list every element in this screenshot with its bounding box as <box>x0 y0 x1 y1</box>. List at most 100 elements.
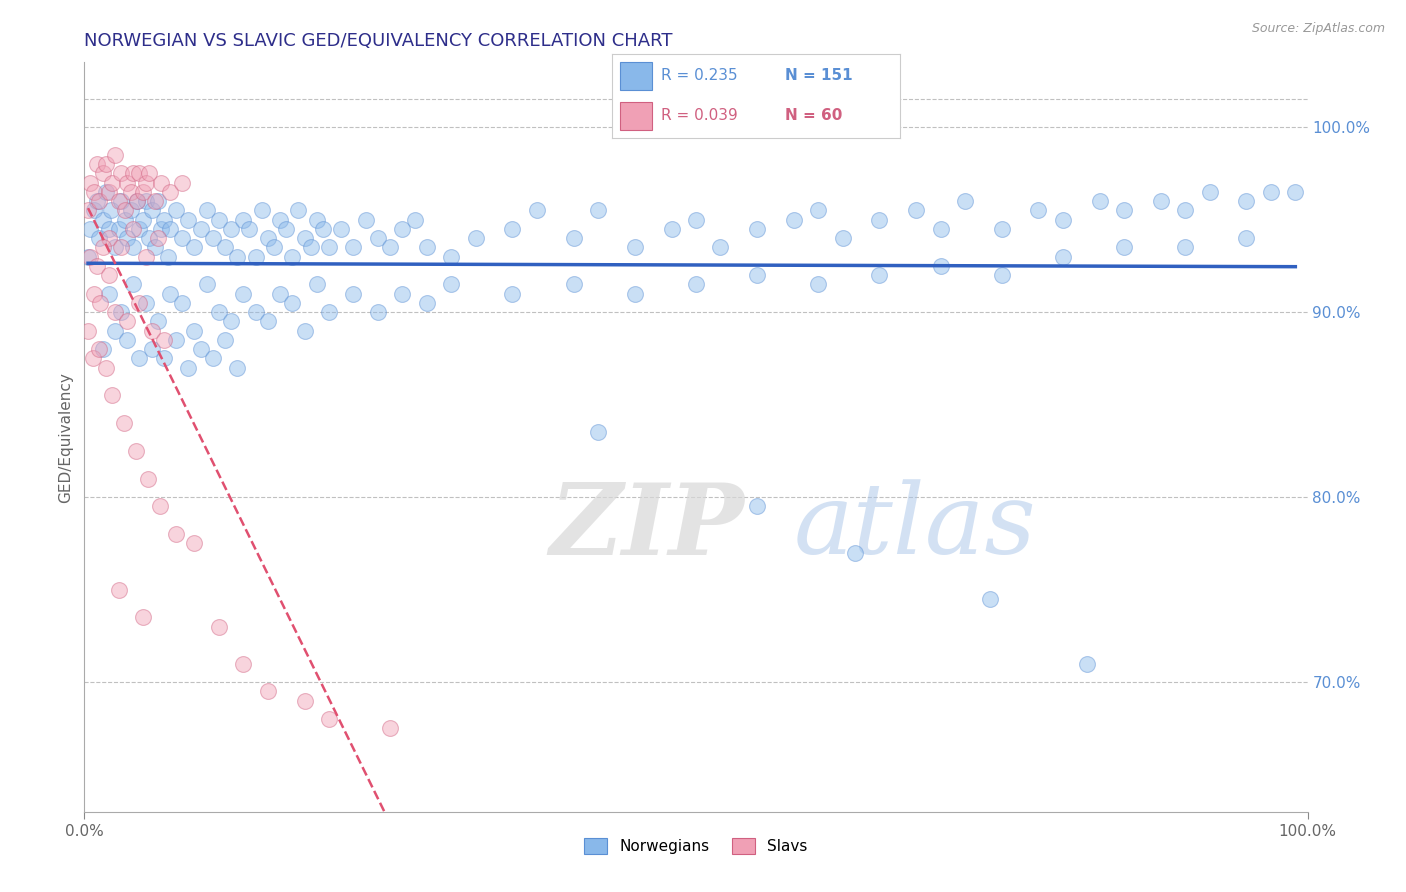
Point <box>263 240 285 254</box>
Point <box>287 203 309 218</box>
Text: ZIP: ZIP <box>550 479 744 575</box>
Point <box>929 222 952 236</box>
Point <box>89 296 111 310</box>
Point <box>747 500 769 514</box>
Point <box>354 212 377 227</box>
Point <box>172 296 194 310</box>
Point <box>104 240 127 254</box>
Point <box>330 222 353 236</box>
Text: N = 151: N = 151 <box>785 68 852 83</box>
Point <box>1174 240 1197 254</box>
Point <box>138 166 160 180</box>
Point <box>125 194 148 209</box>
Point <box>416 240 439 254</box>
Point <box>132 185 155 199</box>
Point <box>226 250 249 264</box>
Point <box>114 203 136 218</box>
Point <box>214 240 236 254</box>
Point <box>156 250 179 264</box>
Point <box>104 324 127 338</box>
Point <box>367 305 389 319</box>
Point <box>141 203 163 218</box>
Point <box>953 194 976 209</box>
Point <box>562 277 585 292</box>
Point <box>1260 185 1282 199</box>
Point <box>1236 231 1258 245</box>
Point <box>150 176 173 190</box>
Point <box>526 203 548 218</box>
Point <box>132 610 155 624</box>
Point <box>97 268 120 283</box>
Point <box>245 250 267 264</box>
Point <box>232 657 254 671</box>
Point <box>183 536 205 550</box>
Text: NORWEGIAN VS SLAVIC GED/EQUIVALENCY CORRELATION CHART: NORWEGIAN VS SLAVIC GED/EQUIVALENCY CORR… <box>84 32 673 50</box>
Point <box>143 194 166 209</box>
Point <box>79 176 101 190</box>
Point <box>1174 203 1197 218</box>
Point <box>219 314 242 328</box>
Point <box>114 212 136 227</box>
Point <box>153 212 176 227</box>
Point <box>464 231 486 245</box>
Point <box>79 222 101 236</box>
Point <box>110 166 132 180</box>
Point <box>709 240 731 254</box>
Point <box>87 194 110 209</box>
Point <box>110 305 132 319</box>
Point <box>342 286 364 301</box>
Point <box>125 444 148 458</box>
Point <box>214 333 236 347</box>
Point <box>91 342 114 356</box>
Point <box>281 250 304 264</box>
Point <box>440 250 463 264</box>
Point <box>153 333 176 347</box>
Point <box>83 203 105 218</box>
Point <box>416 296 439 310</box>
Point <box>294 694 316 708</box>
Text: N = 60: N = 60 <box>785 108 842 123</box>
Point <box>807 203 830 218</box>
Point <box>115 231 138 245</box>
Point <box>257 231 280 245</box>
Point <box>208 212 231 227</box>
Point <box>281 296 304 310</box>
Point <box>107 194 129 209</box>
Point <box>77 250 100 264</box>
Text: R = 0.235: R = 0.235 <box>661 68 737 83</box>
Y-axis label: GED/Equivalency: GED/Equivalency <box>58 372 73 502</box>
Point <box>141 324 163 338</box>
Point <box>101 176 124 190</box>
Point <box>115 176 138 190</box>
Point <box>91 166 114 180</box>
Point <box>125 194 148 209</box>
Point <box>183 324 205 338</box>
Point <box>107 582 129 597</box>
Point <box>783 212 806 227</box>
Point <box>115 314 138 328</box>
Legend: Norwegians, Slavs: Norwegians, Slavs <box>578 832 814 860</box>
Point <box>257 314 280 328</box>
Point <box>120 203 142 218</box>
Point <box>502 286 524 301</box>
Point <box>77 203 100 218</box>
Point <box>159 222 181 236</box>
Point <box>661 222 683 236</box>
Point <box>83 286 105 301</box>
Point <box>82 351 104 366</box>
Point <box>195 203 218 218</box>
Point <box>367 231 389 245</box>
Point <box>586 203 609 218</box>
Point <box>135 250 157 264</box>
Point <box>380 722 402 736</box>
Point <box>190 342 212 356</box>
Point <box>869 268 891 283</box>
Point <box>201 231 224 245</box>
Point <box>153 351 176 366</box>
Point <box>136 472 159 486</box>
Point <box>107 222 129 236</box>
Point <box>380 240 402 254</box>
Point <box>128 296 150 310</box>
Point <box>96 157 118 171</box>
Point <box>1052 212 1074 227</box>
